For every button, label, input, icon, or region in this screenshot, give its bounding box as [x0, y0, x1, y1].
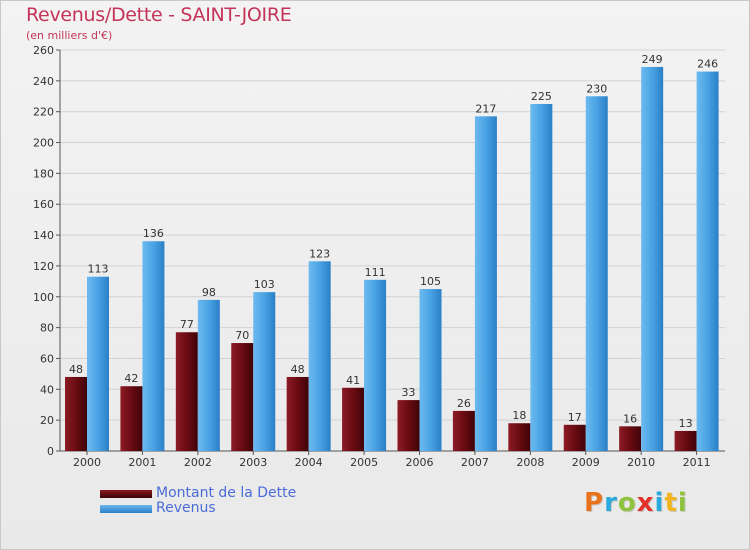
x-tick-label: 2008: [516, 456, 544, 469]
bar-debt: [120, 386, 143, 451]
data-label-debt: 41: [346, 374, 360, 387]
bar-revenue: [641, 66, 664, 451]
bar-debt: [508, 423, 531, 451]
data-label-revenue: 136: [143, 227, 164, 240]
data-label-debt: 13: [679, 417, 693, 430]
data-label-revenue: 246: [697, 58, 718, 71]
legend-item-revenue: Revenus: [100, 501, 296, 516]
legend-swatch-debt: [100, 489, 152, 498]
logo-letter: i: [677, 488, 688, 518]
bar-revenue: [530, 103, 553, 451]
x-tick-label: 2002: [184, 456, 212, 469]
logo-letter: x: [636, 488, 655, 518]
logo-letter: t: [664, 488, 678, 518]
x-tick-label: 2005: [350, 456, 378, 469]
y-tick-label: 60: [40, 352, 54, 365]
data-label-debt: 16: [623, 412, 637, 425]
logo-letter: o: [617, 488, 637, 518]
bar-revenue: [87, 276, 109, 451]
y-tick-label: 200: [33, 137, 54, 150]
bar-debt: [563, 424, 586, 451]
bar-debt: [619, 426, 642, 451]
bar-revenue: [142, 241, 165, 451]
bar-debt: [397, 400, 420, 451]
legend-swatch-revenue: [100, 504, 152, 513]
data-label-debt: 42: [124, 372, 138, 385]
logo-letter: i: [654, 488, 665, 518]
y-tick-label: 20: [40, 414, 54, 427]
data-label-revenue: 123: [309, 247, 330, 260]
bar-revenue: [419, 289, 442, 451]
bar-revenue: [696, 71, 719, 451]
x-tick-label: 2006: [406, 456, 434, 469]
y-tick-label: 240: [33, 75, 54, 88]
y-tick-label: 220: [33, 106, 54, 119]
data-label-revenue: 225: [531, 90, 552, 103]
bar-revenue: [253, 292, 276, 451]
data-label-revenue: 111: [365, 266, 386, 279]
y-tick-label: 180: [33, 167, 54, 180]
y-tick-label: 160: [33, 198, 54, 211]
legend-label-debt: Montant de la Dette: [156, 485, 297, 501]
data-label-revenue: 103: [254, 278, 275, 291]
data-label-debt: 48: [69, 363, 83, 376]
x-tick-label: 2000: [73, 456, 101, 469]
data-label-debt: 77: [180, 318, 194, 331]
bar-revenue: [197, 299, 220, 451]
chart-title: Revenus/Dette - SAINT-JOIRE: [26, 4, 292, 26]
data-label-debt: 18: [512, 409, 526, 422]
x-tick-label: 2004: [295, 456, 323, 469]
x-tick-label: 2010: [627, 456, 655, 469]
bar-debt: [65, 376, 87, 451]
data-label-revenue: 105: [420, 275, 441, 288]
chart-subtitle: (en milliers d'€): [26, 29, 113, 42]
data-label-revenue: 113: [88, 263, 109, 276]
data-label-debt: 70: [235, 329, 249, 342]
bar-debt: [452, 410, 475, 451]
bar-debt: [231, 343, 254, 451]
data-label-debt: 48: [291, 363, 305, 376]
bar-revenue: [308, 261, 331, 451]
x-tick-label: 2003: [239, 456, 267, 469]
data-label-revenue: 98: [202, 286, 216, 299]
y-tick-label: 120: [33, 260, 54, 273]
legend: Montant de la Dette Revenus: [100, 486, 296, 516]
data-label-revenue: 230: [586, 82, 607, 95]
logo-letter: r: [604, 488, 618, 518]
y-tick-label: 140: [33, 229, 54, 242]
bar-debt: [674, 430, 697, 451]
y-tick-label: 80: [40, 322, 54, 335]
bar-debt: [175, 332, 198, 451]
y-tick-label: 100: [33, 291, 54, 304]
y-tick-label: 260: [33, 44, 54, 57]
data-label-debt: 17: [568, 411, 582, 424]
bar-debt: [342, 387, 365, 451]
x-tick-label: 2011: [683, 456, 711, 469]
legend-label-revenue: Revenus: [156, 500, 216, 516]
data-label-revenue: 249: [642, 53, 663, 66]
y-tick-label: 40: [40, 383, 54, 396]
x-tick-label: 2001: [128, 456, 156, 469]
logo-letter: P: [584, 488, 605, 518]
data-label-debt: 33: [402, 386, 416, 399]
bar-debt: [286, 376, 309, 451]
y-tick-label: 0: [47, 445, 54, 458]
bar-revenue: [585, 96, 608, 452]
data-label-debt: 26: [457, 397, 471, 410]
x-tick-label: 2009: [572, 456, 600, 469]
proxiti-logo: Proxiti: [584, 488, 688, 518]
legend-item-debt: Montant de la Dette: [100, 486, 296, 501]
bar-revenue: [474, 116, 497, 452]
bar-revenue: [364, 279, 387, 451]
data-label-revenue: 217: [475, 102, 496, 115]
x-tick-label: 2007: [461, 456, 489, 469]
